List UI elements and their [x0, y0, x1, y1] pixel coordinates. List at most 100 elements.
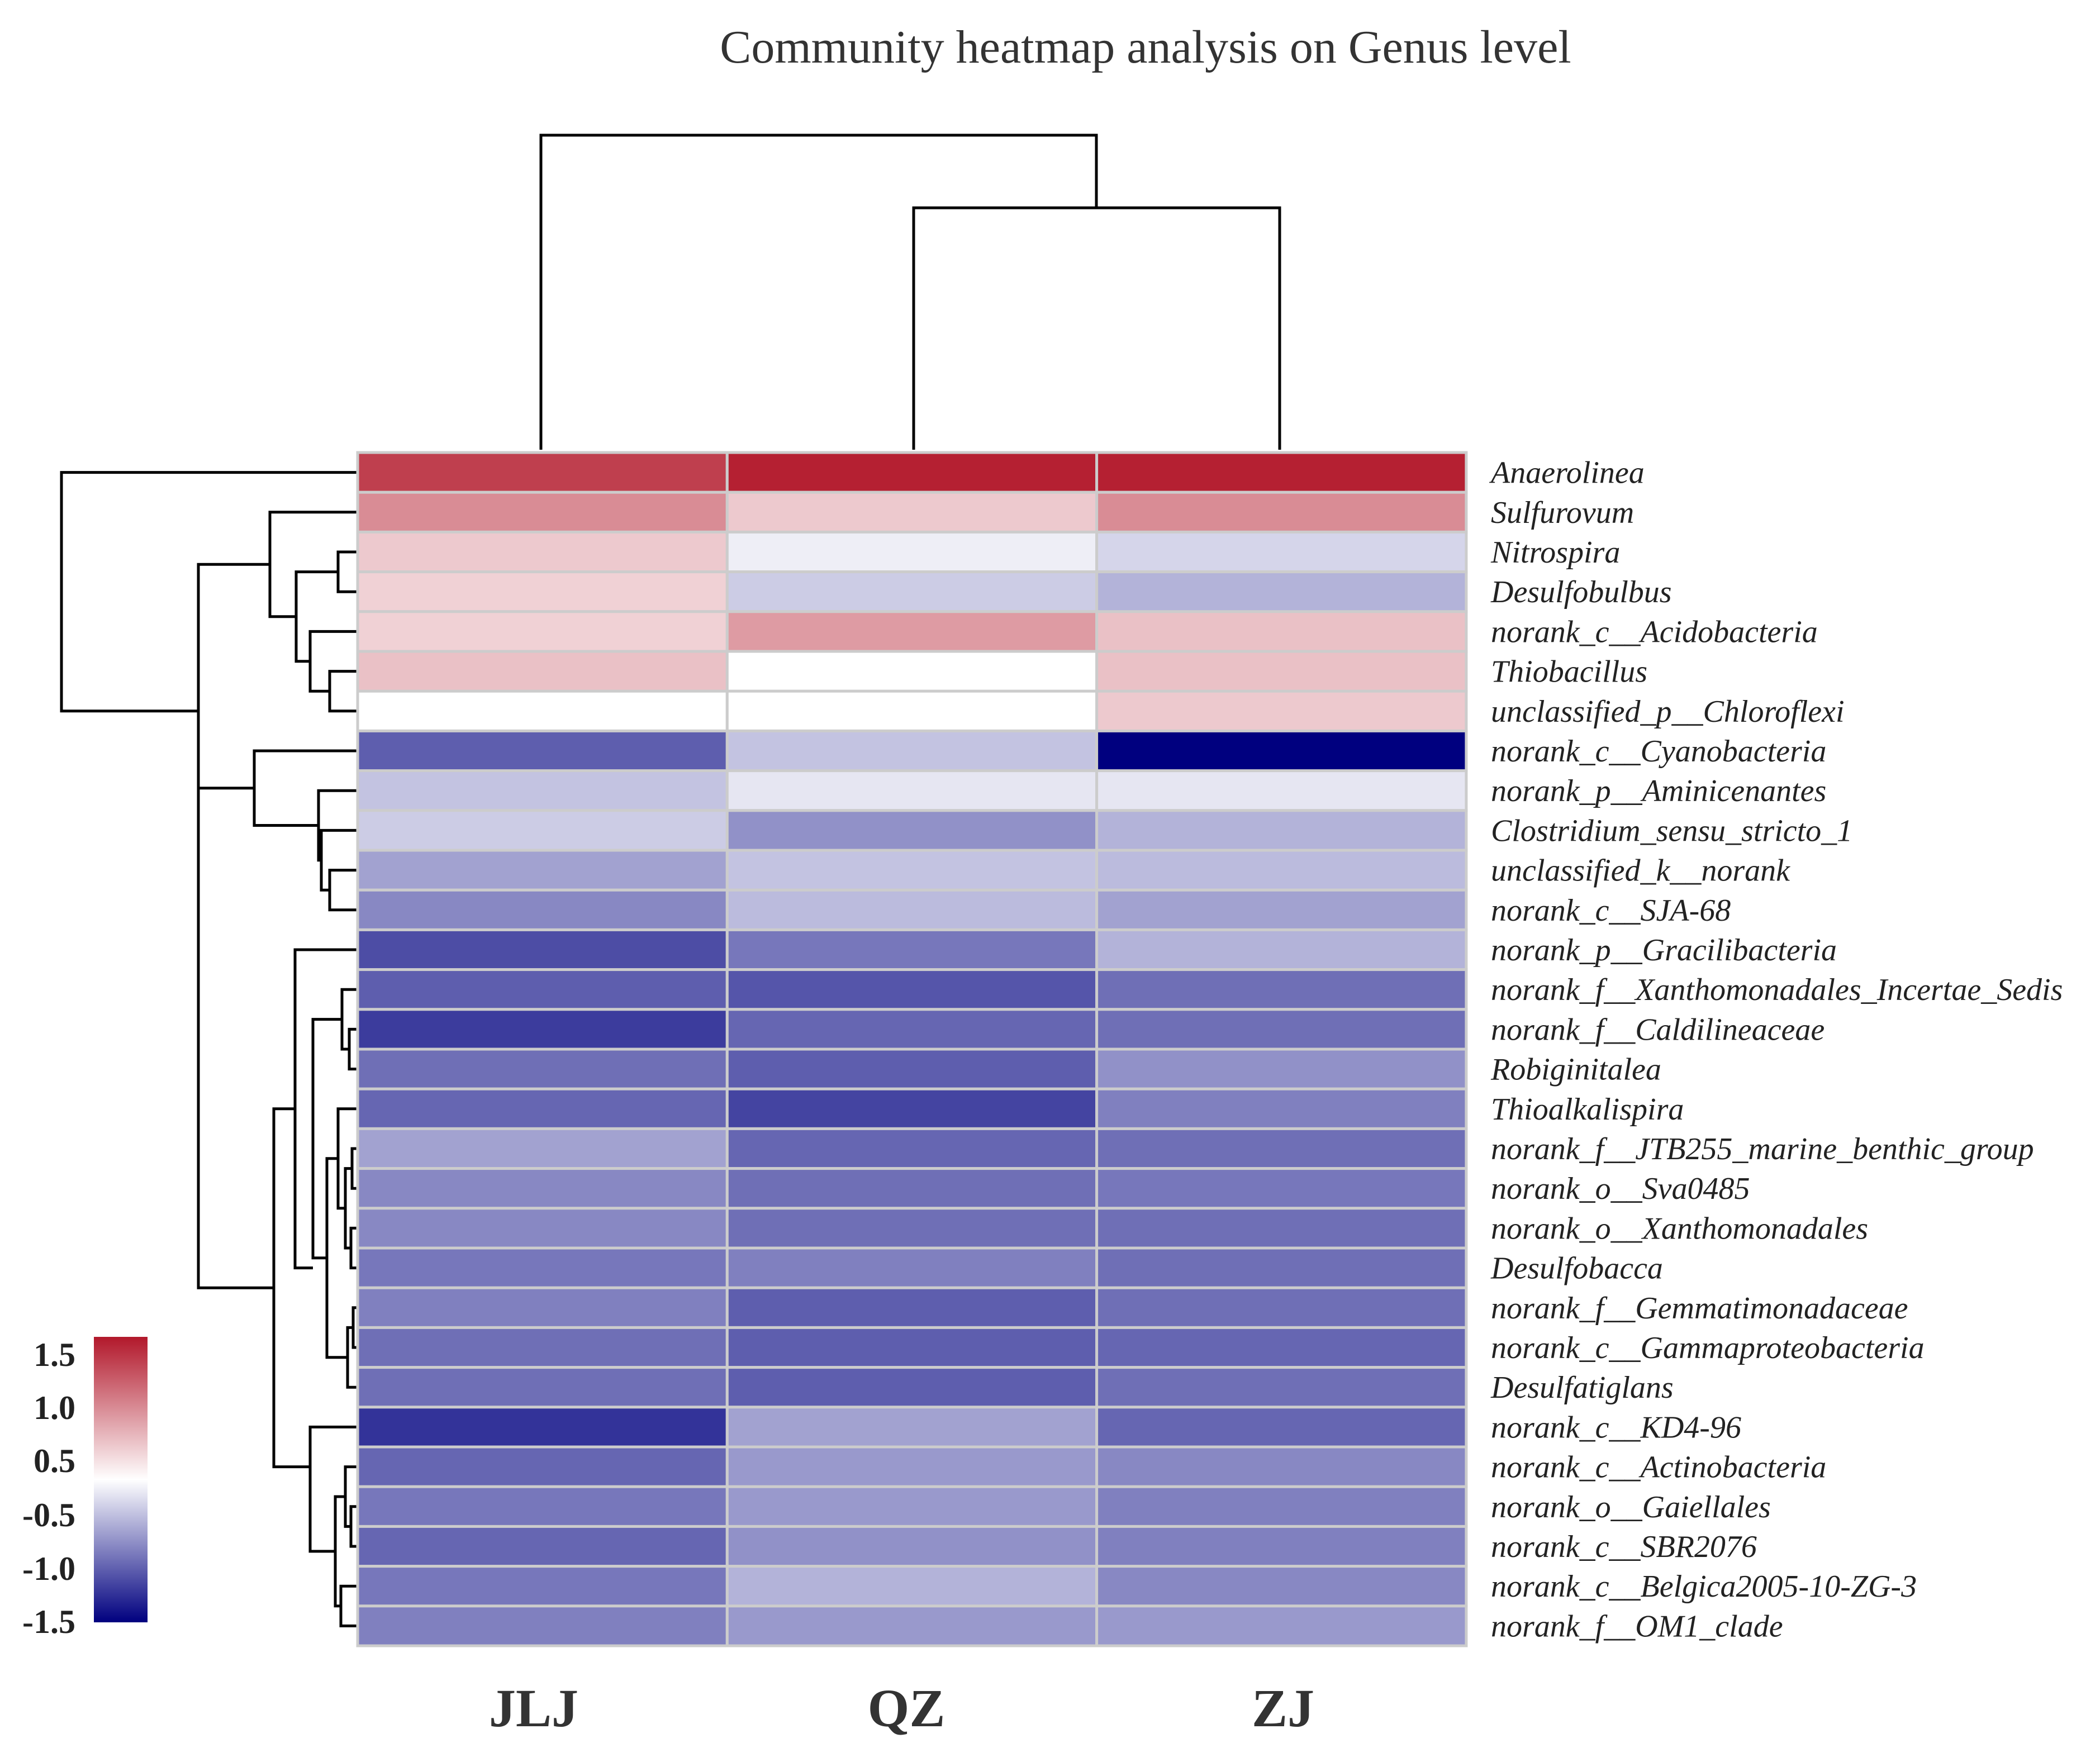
color-legend-tick-label: 0.5 — [34, 1442, 75, 1479]
heatmap-cell — [356, 650, 729, 693]
heatmap-cell — [725, 1286, 1099, 1329]
heatmap-cells — [356, 451, 1468, 1647]
row-dendrogram-link — [197, 563, 270, 1069]
heatmap-cell — [356, 1008, 729, 1051]
heatmap-cell — [1095, 1008, 1468, 1051]
heatmap-cell — [725, 1604, 1099, 1647]
row-dendrogram-link — [311, 1018, 342, 1260]
heatmap-cell — [1095, 451, 1468, 494]
heatmap-cell — [1095, 1207, 1468, 1250]
heatmap-cell — [725, 1366, 1099, 1409]
row-label: Desulfobulbus — [1490, 575, 1672, 609]
heatmap-cell — [356, 1525, 729, 1568]
row-label: norank_f__Xanthomonadales_Incertae_Sedis — [1491, 973, 2063, 1007]
heatmap-cell — [725, 530, 1099, 574]
column-dendrogram-link — [539, 134, 1098, 450]
heatmap-cell — [356, 1167, 729, 1210]
heatmap-cell — [356, 1565, 729, 1608]
heatmap-cell — [1095, 1366, 1468, 1409]
row-dendrogram-link — [336, 550, 358, 593]
row-label: norank_c__Cyanobacteria — [1491, 734, 1826, 769]
heatmap-cell — [725, 968, 1099, 1011]
heatmap-cell — [725, 729, 1099, 773]
color-legend-tick-label: -1.0 — [22, 1550, 75, 1587]
heatmap-cell — [356, 769, 729, 812]
row-label: Thiobacillus — [1491, 655, 1647, 689]
heatmap-cell — [356, 1326, 729, 1369]
heatmap-cell — [1095, 1485, 1468, 1528]
heatmap-cell — [725, 769, 1099, 812]
heatmap-cell — [1095, 849, 1468, 892]
heatmap-cell — [725, 1246, 1099, 1289]
column-label: ZJ — [1252, 1678, 1314, 1738]
heatmap-cell — [356, 1406, 729, 1449]
heatmap-cell — [725, 570, 1099, 613]
heatmap-cell — [725, 1406, 1099, 1449]
heatmap-cell — [1095, 1445, 1468, 1488]
row-label: norank_c__Acidobacteria — [1491, 615, 1818, 649]
row-label: norank_f__JTB255_marine_benthic_group — [1491, 1132, 2034, 1166]
row-dendrogram-link — [272, 1107, 310, 1469]
row-label: norank_o__Xanthomonadales — [1491, 1211, 1868, 1246]
color-legend: 1.5 1.0 0.5 -0.5 -1.0 -1.5 — [22, 1336, 148, 1640]
heatmap-cell — [356, 1207, 729, 1250]
row-dendrogram-link — [253, 749, 358, 827]
heatmap-cell — [1095, 490, 1468, 534]
heatmap-cell — [725, 1207, 1099, 1250]
row-dendrogram-link — [308, 1425, 358, 1553]
row-label: Nitrospira — [1490, 535, 1620, 570]
heatmap-cell — [1095, 888, 1468, 931]
heatmap-cell — [356, 888, 729, 931]
heatmap-cell — [356, 570, 729, 613]
heatmap-cell — [356, 928, 729, 971]
heatmap-cell — [1095, 1167, 1468, 1210]
heatmap-cell — [725, 888, 1099, 931]
heatmap-cell — [356, 1366, 729, 1409]
heatmap-cell — [356, 530, 729, 574]
heatmap-cell — [1095, 1406, 1468, 1449]
heatmap-cell — [1095, 1286, 1468, 1329]
row-label: norank_c__SJA-68 — [1491, 893, 1731, 928]
heatmap-cell — [1095, 1087, 1468, 1130]
heatmap-cell — [356, 1127, 729, 1170]
heatmap-cell — [725, 849, 1099, 892]
heatmap-cell — [356, 849, 729, 892]
heatmap-cell — [1095, 928, 1468, 971]
row-dendrogram-link — [328, 869, 358, 912]
row-label: norank_c__Belgica2005-10-ZG-3 — [1491, 1569, 1917, 1604]
heatmap-cell — [356, 1246, 729, 1289]
row-label: Desulfobacca — [1490, 1251, 1663, 1286]
heatmap-cell — [725, 1485, 1099, 1528]
column-label: QZ — [868, 1678, 946, 1738]
heatmap-cell — [1095, 1525, 1468, 1568]
heatmap-cell — [1095, 610, 1468, 653]
heatmap-cell — [725, 610, 1099, 653]
heatmap-cell — [356, 689, 729, 732]
row-label: Robiginitalea — [1490, 1053, 1661, 1087]
row-label: norank_f__OM1_clade — [1491, 1609, 1783, 1644]
row-label: Clostridium_sensu_stricto_1 — [1491, 813, 1852, 848]
row-dendrogram-link — [336, 1107, 358, 1210]
row-label: norank_c__Actinobacteria — [1491, 1450, 1826, 1485]
row-label: Desulfatiglans — [1490, 1370, 1674, 1405]
row-label: norank_c__SBR2076 — [1491, 1530, 1757, 1564]
heatmap-cell — [356, 1286, 729, 1329]
row-label: norank_f__Gemmatimonadaceae — [1491, 1291, 1908, 1326]
row-label: norank_p__Aminicenantes — [1491, 774, 1826, 808]
color-legend-tick-label: 1.5 — [34, 1336, 75, 1373]
row-dendrogram — [60, 471, 358, 1627]
heatmap-cell — [1095, 650, 1468, 693]
heatmap-cell — [725, 490, 1099, 534]
heatmap-cell — [725, 928, 1099, 971]
heatmap-cell — [725, 1326, 1099, 1369]
row-labels: Anaerolinea Sulfurovum Nitrospira Desulfobu… — [1489, 456, 2063, 1644]
row-label: norank_c__Gammaproteobacteria — [1491, 1331, 1925, 1365]
color-legend-bar — [94, 1337, 148, 1622]
row-label: norank_f__Caldilineaceae — [1491, 1012, 1825, 1047]
heatmap-cell — [356, 610, 729, 653]
heatmap-cell — [1095, 809, 1468, 852]
heatmap-cell — [356, 1485, 729, 1528]
heatmap-cell — [725, 689, 1099, 732]
row-dendrogram-link — [308, 630, 358, 693]
